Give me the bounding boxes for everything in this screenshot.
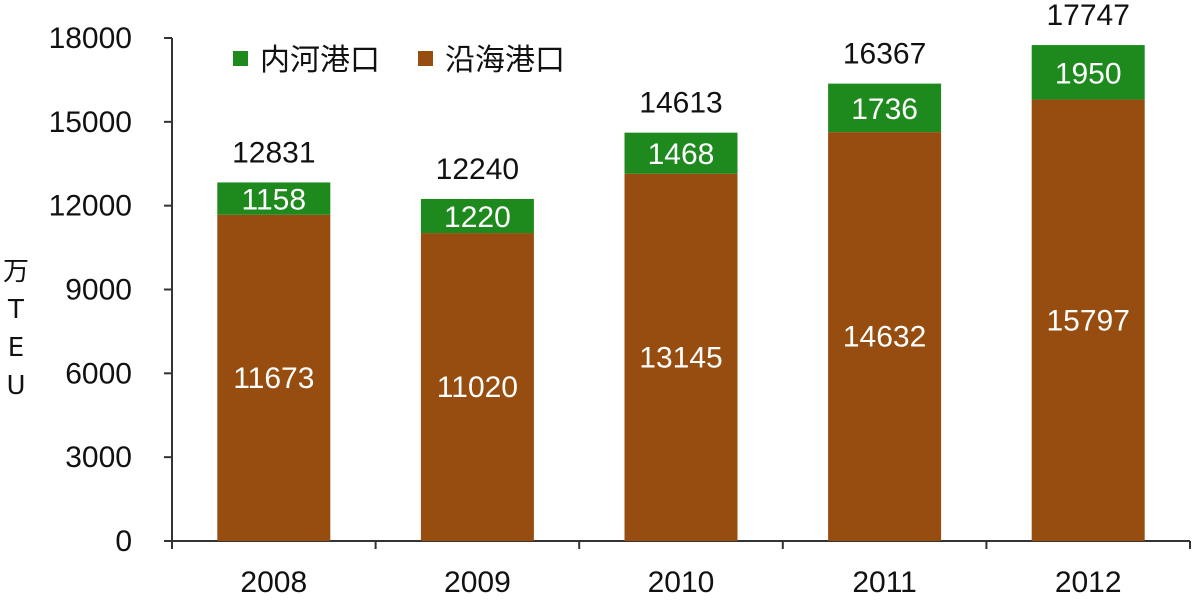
bar-inland-2011 xyxy=(828,83,942,133)
x-tick-label: 2008 xyxy=(240,566,307,599)
y-axis-label-char: E xyxy=(8,333,24,363)
bar-inland-2010 xyxy=(624,132,738,174)
x-tick-label: 2009 xyxy=(444,566,511,599)
bar-coastal-2008 xyxy=(217,214,331,541)
data-label-coastal: 11673 xyxy=(233,362,314,395)
legend-label-coastal: 沿海港口 xyxy=(445,43,565,78)
y-tick-label: 18000 xyxy=(49,22,132,55)
bar-inland-2009 xyxy=(420,198,534,234)
y-axis-label-char: U xyxy=(6,371,25,401)
bars: 11673 1158 12831 11020 1220 12240 13145 1468 146… xyxy=(217,0,1145,541)
y-axis: 0 3000 6000 9000 12000 15000 18000 xyxy=(49,22,173,558)
data-label-inland: 1950 xyxy=(1055,57,1122,90)
y-tick-label: 3000 xyxy=(65,441,132,474)
x-axis: 2008 2009 2010 2011 2012 xyxy=(171,540,1191,599)
legend: 内河港口 沿海港口 xyxy=(233,43,565,78)
y-tick-label: 6000 xyxy=(65,357,132,390)
bar-inland-2008 xyxy=(217,182,331,215)
legend-label-inland: 内河港口 xyxy=(260,43,380,78)
data-label-inland: 1158 xyxy=(242,184,307,217)
data-label-total: 14613 xyxy=(639,87,722,120)
data-label-coastal: 11020 xyxy=(437,371,518,404)
y-tick-label: 9000 xyxy=(65,274,132,307)
y-tick-label: 0 xyxy=(115,525,132,558)
data-label-total: 16367 xyxy=(843,38,926,71)
legend-swatch-coastal xyxy=(418,51,433,66)
y-axis-label-char: 万 xyxy=(3,257,29,287)
x-tick-label: 2011 xyxy=(852,566,917,599)
x-tick-label: 2012 xyxy=(1055,566,1122,599)
bar-coastal-2009 xyxy=(420,233,534,541)
x-tick-label: 2010 xyxy=(648,566,715,599)
bar-coastal-2012 xyxy=(1031,99,1145,541)
data-label-inland: 1220 xyxy=(444,201,511,234)
bar-coastal-2011 xyxy=(828,132,942,541)
legend-swatch-inland xyxy=(233,51,248,66)
data-label-coastal: 14632 xyxy=(843,321,926,354)
y-axis-label-char: T xyxy=(7,295,24,325)
bar-coastal-2010 xyxy=(624,173,738,541)
bar-inland-2012 xyxy=(1031,45,1145,100)
data-label-total: 17747 xyxy=(1046,0,1129,32)
data-label-inland: 1468 xyxy=(648,138,715,171)
y-tick-label: 12000 xyxy=(49,190,132,223)
data-label-total: 12831 xyxy=(232,136,315,169)
data-label-coastal: 15797 xyxy=(1046,304,1129,337)
data-label-coastal: 13145 xyxy=(639,341,722,374)
data-label-total: 12240 xyxy=(436,153,519,186)
data-label-inland: 1736 xyxy=(851,93,918,126)
y-tick-label: 15000 xyxy=(49,106,132,139)
